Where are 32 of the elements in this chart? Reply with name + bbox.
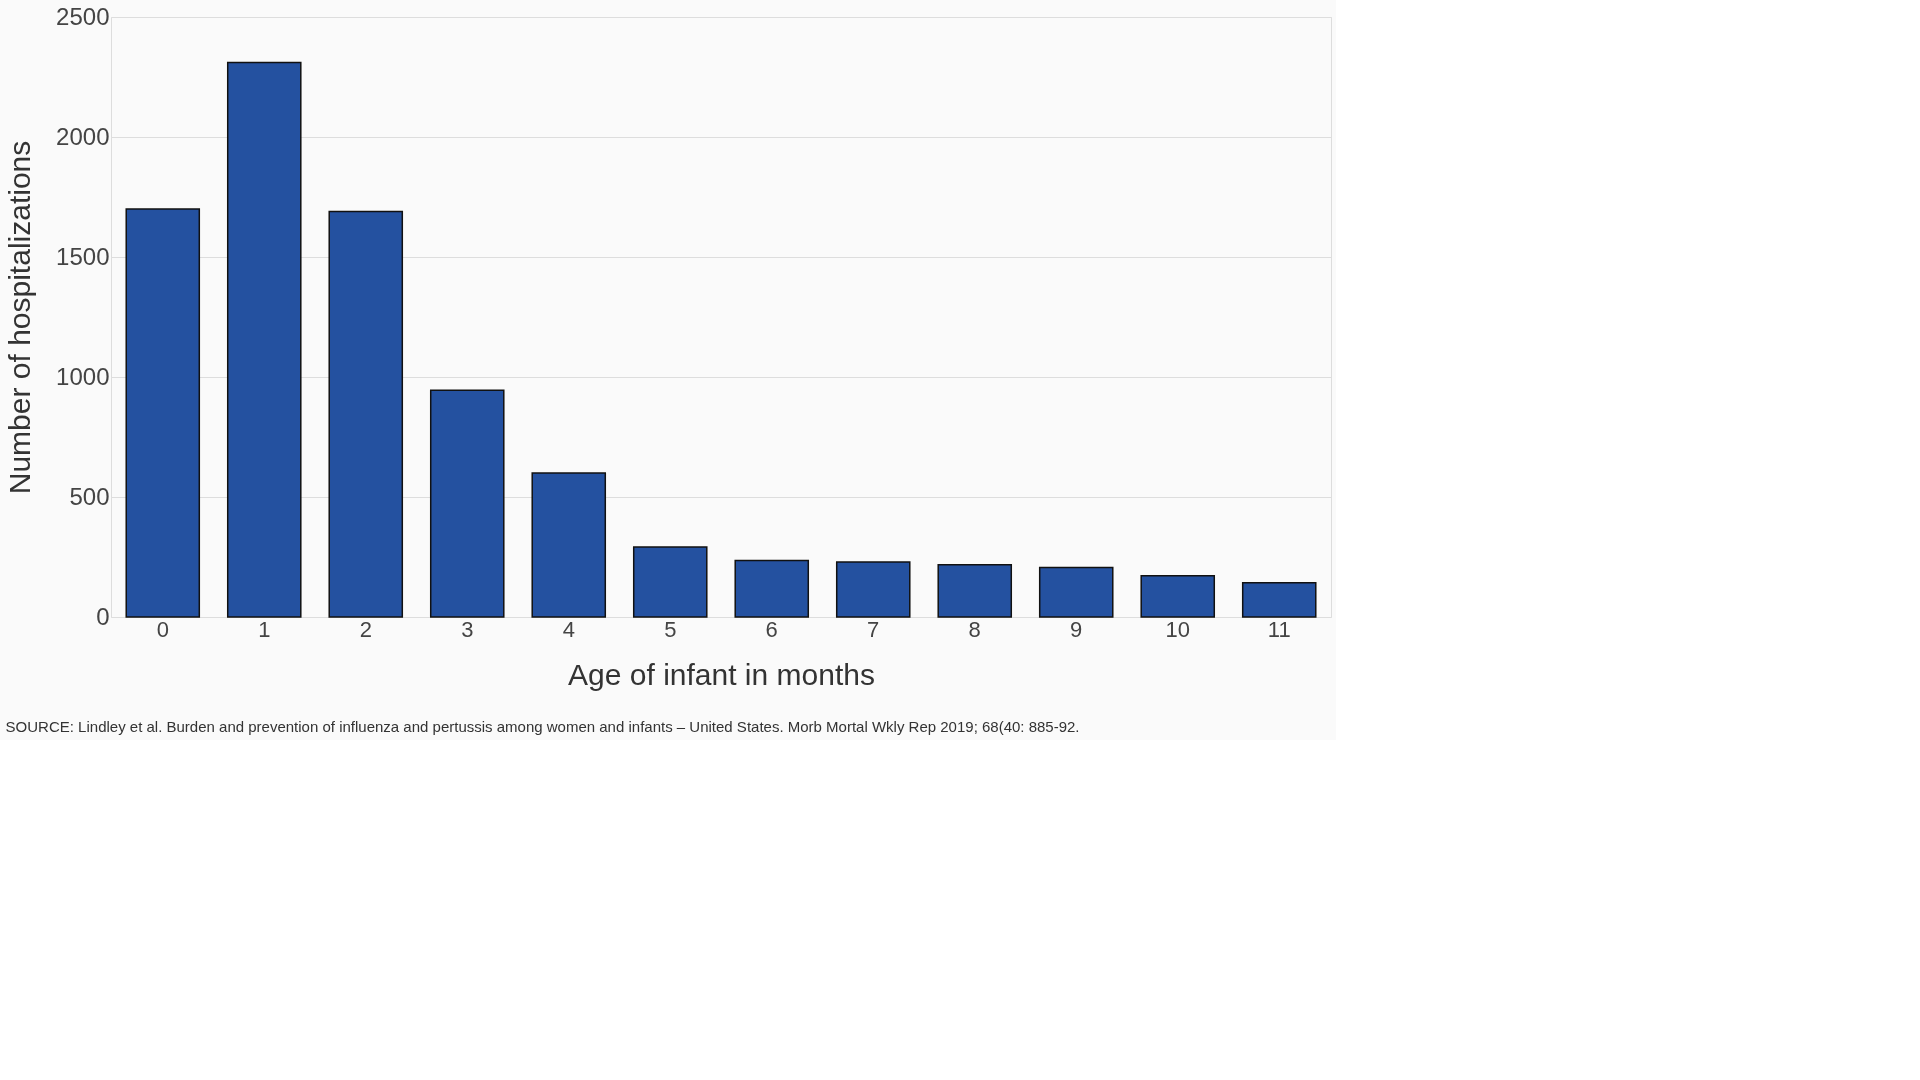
x-tick-label: 10 <box>1165 616 1190 642</box>
x-tick-label: 8 <box>968 616 981 642</box>
x-tick-label: 3 <box>461 616 474 642</box>
bar <box>531 472 607 618</box>
y-tick-label: 2000 <box>56 122 110 150</box>
x-tick-label: 1 <box>258 616 271 642</box>
y-tick-label: 1500 <box>56 242 110 270</box>
x-tick-label: 6 <box>765 616 778 642</box>
x-tick-label: 7 <box>867 616 880 642</box>
x-tick-label: 2 <box>359 616 372 642</box>
x-tick-label: 11 <box>1267 616 1291 642</box>
y-tick-label: 1000 <box>56 362 110 390</box>
y-tick-label: 500 <box>69 482 110 510</box>
x-tick-label: 4 <box>562 616 575 642</box>
bar <box>937 563 1013 618</box>
x-axis-title: Age of infant in months <box>568 657 875 691</box>
bar <box>632 546 708 618</box>
bar <box>429 389 505 618</box>
bar <box>328 210 404 618</box>
source-note: SOURCE: Lindley et al. Burden and prevention of influenza and pertussis among women and infants – United States. Morb Mortal Wkly Rep 2019; 68(40: 885-92. <box>5 718 1080 735</box>
bar <box>125 208 201 618</box>
bar <box>1140 574 1216 618</box>
bar <box>1241 581 1317 618</box>
bar <box>835 561 911 618</box>
y-axis-title: Number of hospitalizations <box>3 140 37 495</box>
y-tick-label: 2500 <box>56 2 110 30</box>
x-tick-label: 0 <box>156 616 169 642</box>
bar <box>1038 566 1114 618</box>
bar <box>226 61 302 618</box>
bar <box>734 559 810 618</box>
x-tick-label: 5 <box>664 616 677 642</box>
x-tick-label: 9 <box>1070 616 1083 642</box>
